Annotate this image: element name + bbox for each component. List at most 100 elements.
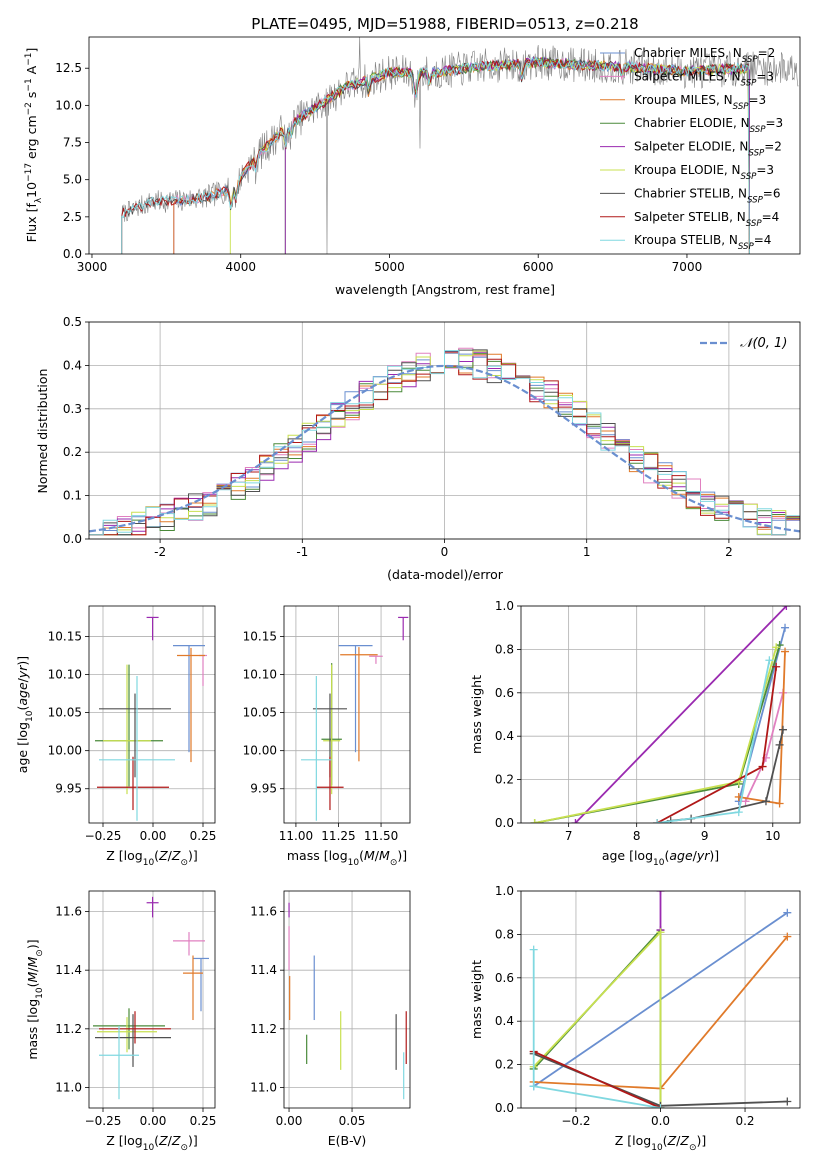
weight-vs-Z-ylabel: mass weight [469,960,484,1039]
x-tick-label: -2 [154,545,166,559]
y-tick-label: 0.8 [495,927,514,941]
label-part: −17 [24,163,34,182]
y-tick-label: 0.0 [495,816,514,830]
y-tick-label: 11.0 [250,1080,277,1094]
axes-frame [88,321,801,540]
label-part: ( [664,848,669,863]
label-part: SSP [733,102,750,112]
ticks: 11.00 11.25 11.50 9.95 10.00 10.05 10.10 10.15 [243,629,399,843]
label-part: mass [log [25,999,40,1060]
label-part: 10 [35,987,45,999]
weight-marker [781,623,790,632]
label-part: ⊙ [689,1143,697,1153]
weight-marker [656,1104,665,1108]
label-part: Kroupa STELIB, N [634,233,738,247]
axes-frame [520,890,801,1109]
y-tick-label: 0.4 [495,1014,514,1028]
label-part: Z [log [615,1133,651,1148]
label-part: ⊙ [180,1143,188,1153]
axes-frame [88,890,216,1109]
legend-entry: Chabrier STELIB, NSSP=6 [634,186,781,205]
figure-title: PLATE=0495, MJD=51988, FIBERID=0513, z=0… [251,15,638,33]
y-tick-label: 0.3 [63,402,82,416]
x-tick-label: -1 [296,545,308,559]
y-tick-label: 0.2 [495,1058,514,1072]
spectrum-model-chabrier-miles [173,55,750,254]
label-part: age [15,682,30,706]
legend-entry: Kroupa MILES, NSSP=3 [634,93,766,112]
label-part: 10 [143,858,155,868]
ticks: −0.25 0.00 0.25 9.95 10.00 10.05 10.10 10.15 [48,629,217,843]
plot-area [529,891,792,1108]
x-tick-label: 0.25 [190,1114,217,1128]
spectrum-axes: 3000 4000 5000 6000 7000 0.0 2.5 5.0 7.5 10.0 12.5… [24,36,801,297]
gaussian-curve [89,364,800,533]
y-tick-label: 11.6 [250,905,277,919]
label-part: Z [158,848,168,863]
weight-marker [772,643,781,652]
label-part: ⊙ [180,858,188,868]
label-part: Salpeter STELIB, N [634,210,746,224]
weight-marker [783,908,792,917]
mass-vs-ebv-xlabel: E(B-V) [328,1133,367,1148]
label-part: )] [397,848,407,863]
mass-vs-Z-xlabel: Z [log10(Z/Z⊙)] [106,1133,198,1153]
spectrum-ylabel: Flux [fλ10−17 erg cm−2 s−1 A−1] [24,48,44,243]
plot-area [530,606,791,823]
y-tick-label: 10.10 [48,668,82,682]
x-tick-label: 1 [583,545,591,559]
label-part: age [log [15,722,30,773]
label-part: 10 [25,710,35,722]
label-part: 10 [24,182,39,198]
y-tick-label: 10.05 [48,706,82,720]
age-vs-mass-axes: 11.00 11.25 11.50 9.95 10.00 10.05 10.10 10.15 m… [243,605,411,868]
spectrum-model-salpeter-stelib [121,58,750,254]
legend-entry: Chabrier MILES, NSSP=2 [634,46,775,65]
x-tick-label: −0.25 [85,829,122,843]
weight-marker [765,656,774,665]
label-part: Flux [f [24,203,39,243]
label-part: −1 [24,78,34,91]
x-tick-label: 0.00 [276,1114,303,1128]
y-tick-label: 7.5 [63,136,82,150]
label-part: =2 [764,140,782,154]
x-tick-label: 0.2 [735,1114,754,1128]
label-part: SSP [738,242,755,252]
label-part: ( [154,1133,159,1148]
weight-vs-age-ylabel: mass weight [469,675,484,754]
label-part: E(B-V) [328,1133,367,1148]
y-tick-label: 10.10 [243,668,277,682]
weight-marker [783,932,792,941]
label-part: SSP [741,78,758,88]
weight-vs-Z-xlabel: Z [log10(Z/Z⊙)] [615,1133,707,1153]
label-part: yr [696,848,710,863]
y-tick-label: 11.4 [55,963,82,977]
y-tick-label: 10.00 [243,744,277,758]
x-tick-label: 10 [765,829,780,843]
axes-frame [283,605,411,824]
x-tick-label: 0.00 [140,1114,167,1128]
label-part: =6 [763,186,781,200]
y-tick-label: 1.0 [495,599,514,613]
weight-marker [529,1082,538,1091]
label-part: M [364,848,375,863]
mass-vs-ebv-axes: 0.00 0.05 11.0 11.2 11.4 11.6 E(B-V) [250,890,411,1148]
label-part: 10 [651,1143,663,1153]
label-part: )] [188,1133,198,1148]
spectrum-model-kroupa-elodie [229,58,750,254]
y-tick-label: 0.2 [63,445,82,459]
grid [284,891,410,1108]
weight-marker [656,891,665,895]
weight-marker [782,606,791,610]
label-part: M [25,956,40,967]
axes-frame [88,36,801,255]
weight-marker [758,762,767,771]
label-part: =3 [765,116,783,130]
grid [284,606,410,823]
weight-marker [761,797,770,806]
residuals-ylabel: Normed distribution [35,369,50,494]
label-part: −1 [24,53,34,66]
axes-frame [88,605,216,824]
label-part: 10 [348,858,360,868]
